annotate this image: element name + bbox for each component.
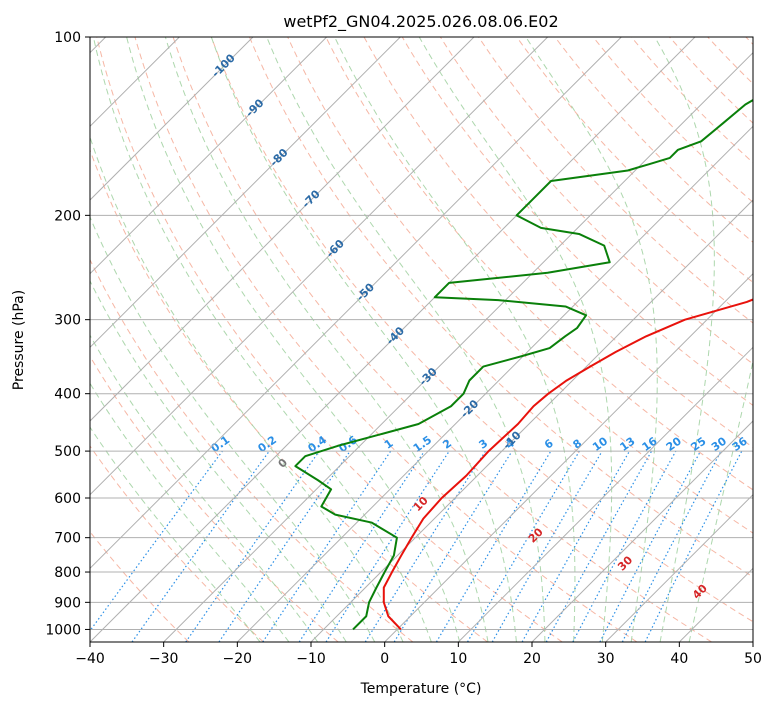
- isotherm-line: [90, 37, 622, 570]
- moist-adiabat-line: [654, 37, 715, 642]
- x-tick-label: 0: [380, 651, 389, 667]
- moist-adiabat-line: [90, 334, 319, 642]
- isotherm-line: [90, 37, 696, 642]
- mixing-ratio-line: [218, 450, 351, 642]
- x-axis-title: Temperature (°C): [360, 681, 482, 697]
- dry-adiabat-line: [96, 37, 563, 642]
- x-tick-label: −30: [149, 651, 179, 667]
- isotherm-line: [90, 37, 328, 275]
- dry-adiabat-line: [134, 37, 638, 642]
- dewpoint-profile: [294, 98, 753, 631]
- moist-adiabat-line: [90, 215, 376, 642]
- mixing-ratio-line: [521, 450, 631, 642]
- y-tick-label: 900: [54, 595, 81, 611]
- x-tick-label: 20: [523, 651, 541, 667]
- isotherm-line: [90, 37, 549, 496]
- y-tick-label: 200: [54, 208, 81, 224]
- mixing-ratio-line: [131, 450, 270, 642]
- moist-adiabat-line: [525, 37, 658, 642]
- dry-adiabat-line: [90, 258, 414, 642]
- moist-adiabat-line: [90, 382, 290, 642]
- moist-adiabat-line: [126, 37, 461, 642]
- dry-adiabat-line: [630, 37, 753, 164]
- dry-adiabat-line: [592, 37, 753, 203]
- moist-adiabat-line: [90, 279, 347, 642]
- moist-adiabat-line: [688, 358, 753, 642]
- isotherm-line: [90, 37, 254, 201]
- moist-adiabat-line: [266, 37, 546, 642]
- x-tick-label: −20: [223, 651, 253, 667]
- y-tick-label: 700: [54, 531, 81, 547]
- moist-adiabat-line: [90, 135, 404, 642]
- dry-adiabat-line: [210, 37, 753, 623]
- y-tick-label: 800: [54, 565, 81, 581]
- dry-adiabat-line: [90, 445, 264, 642]
- dry-adiabat-line: [287, 37, 753, 534]
- moist-adiabat-line: [92, 37, 432, 642]
- dry-adiabat-line: [516, 37, 753, 284]
- isotherm-line: [457, 346, 753, 642]
- x-tick-label: 10: [449, 651, 467, 667]
- isotherm-line: [90, 37, 401, 349]
- isotherm-line: [90, 37, 475, 422]
- isotherm-line: [310, 199, 753, 642]
- y-tick-label: 1000: [45, 622, 81, 638]
- temperature-profile: [382, 298, 753, 631]
- x-tick-label: 30: [597, 651, 615, 667]
- chart-title: wetPf2_GN04.2025.026.08.06.E02: [283, 12, 558, 32]
- isotherm-line: [163, 51, 753, 642]
- isotherm-line: [236, 125, 753, 642]
- dry-adiabat-line: [363, 37, 753, 448]
- dry-adiabat-line: [478, 37, 753, 324]
- y-tick-label: 500: [54, 444, 81, 460]
- plot-frame: [89, 36, 754, 643]
- moist-adiabat-line: [334, 37, 576, 642]
- mixing-ratio-line: [572, 450, 677, 642]
- mixing-ratio-line: [364, 450, 486, 642]
- mixing-ratio-line: [325, 450, 450, 642]
- isotherm-line: [605, 493, 753, 642]
- dry-adiabat-line: [172, 37, 712, 642]
- axes: −40 −30 −20 −10 0 10 20 30 40 50 1000 900 800 700 600 5…: [45, 30, 762, 667]
- isotherm-line: [531, 420, 753, 642]
- y-tick-label: 300: [54, 313, 81, 329]
- mixing-ratio-line: [185, 450, 320, 642]
- dry-adiabat-line: [401, 37, 753, 406]
- mixing-ratio-line: [466, 450, 580, 642]
- mixing-ratio-line: [90, 450, 223, 632]
- x-tick-label: −10: [296, 651, 326, 667]
- mixing-ratio-line: [491, 450, 603, 642]
- isotherm-line: [384, 272, 753, 642]
- moist-adiabat-line: [210, 37, 517, 642]
- y-tick-label: 400: [54, 387, 81, 403]
- moist-adiabat-line: [90, 426, 261, 642]
- y-axis-title: Pressure (hPa): [11, 290, 27, 390]
- x-tick-label: 40: [670, 651, 688, 667]
- y-tick-label: 100: [54, 30, 81, 46]
- moist-adiabat-line: [418, 37, 613, 642]
- mixing-ratio-line: [393, 450, 513, 642]
- x-tick-label: 50: [744, 651, 762, 667]
- y-tick-label: 600: [54, 491, 81, 507]
- x-tick-label: −40: [75, 651, 105, 667]
- mixing-ratio-line: [435, 450, 552, 642]
